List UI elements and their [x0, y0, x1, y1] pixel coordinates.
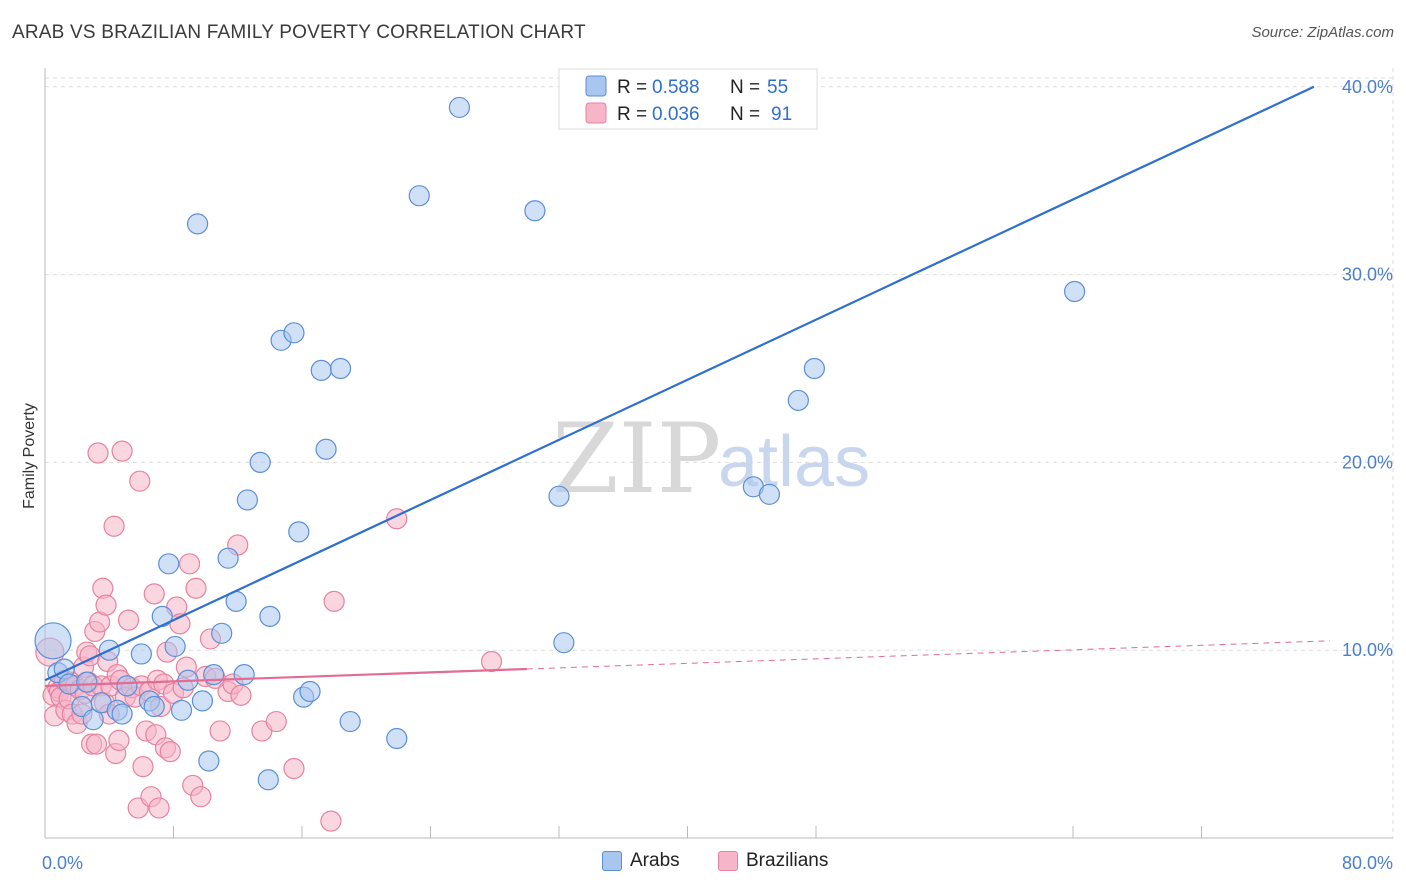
arabs-point [524, 200, 546, 222]
arabs-point [448, 96, 471, 119]
arabs-point [758, 483, 781, 505]
arabs-point [151, 605, 173, 627]
axes [44, 68, 1393, 839]
watermark-zip: ZIP [552, 403, 721, 515]
y-tick-label: 40.0% [1342, 77, 1393, 97]
brazilians-point [265, 710, 287, 733]
arabs-point [283, 322, 305, 344]
brazilians-point [95, 594, 117, 616]
brazilians-swatch [718, 851, 738, 871]
legend-brazilians-swatch [585, 102, 607, 124]
watermark-atlas: atlas [718, 422, 870, 502]
legend-arabs-swatch [585, 75, 607, 97]
arabs-point [548, 485, 570, 507]
arabs-point [111, 703, 133, 725]
legend-brazilians-r-label: R = [617, 104, 647, 125]
arabs-point [310, 359, 332, 381]
brazilians-point [185, 577, 207, 599]
arabs-point [143, 695, 165, 718]
brazilians-point [132, 756, 154, 778]
arabs-point [191, 690, 214, 712]
arabs-point [257, 769, 279, 791]
brazilians-point [159, 741, 181, 763]
arabs-point [203, 664, 225, 686]
y-axis-label: Family Poverty [21, 403, 38, 509]
legend-brazilians-n-label: N = [730, 104, 760, 125]
legend-arabs-n-value: 55 [767, 77, 788, 98]
series-legend-arabs[interactable]: Arabs [602, 850, 680, 872]
brazilians-point [117, 609, 140, 631]
arabs-point [1064, 280, 1086, 303]
brazilians-points [35, 440, 503, 832]
arabs-point [186, 213, 209, 235]
arabs-point [315, 438, 337, 460]
source-label: Source: ZipAtlas.com [1251, 24, 1394, 41]
arabs-point [76, 671, 98, 693]
arabs-point [236, 489, 258, 511]
arabs-point [34, 622, 72, 660]
brazilians-point [283, 757, 305, 780]
brazilians-point [111, 440, 133, 462]
arabs-point [259, 605, 281, 627]
brazilians-trend-line [44, 667, 527, 687]
arabs-point [339, 710, 361, 733]
arabs-point [787, 389, 809, 412]
arabs-point [164, 635, 186, 658]
arabs-point [329, 357, 352, 380]
legend-arabs-r-value: 0.588 [652, 77, 700, 98]
brazilians-point [323, 590, 345, 612]
brazilians-point [148, 797, 170, 819]
y-tick-label: 30.0% [1342, 265, 1393, 285]
brazilians-point [320, 810, 342, 832]
arabs-point [233, 664, 255, 686]
y-tick-label: 20.0% [1342, 452, 1393, 472]
x-tick-label: 0.0% [42, 853, 83, 873]
series-legend: Arabs Brazilians [0, 850, 1406, 880]
trend-lines [44, 85, 1331, 687]
legend-brazilians-r-value: 0.036 [652, 104, 700, 125]
tick-labels: 10.0% 20.0% 30.0% 40.0% 0.0% 80.0% [42, 77, 1393, 873]
brazilians-point [178, 553, 201, 575]
brazilians-point [190, 786, 212, 808]
legend-brazilians-n-value: 91 [771, 104, 792, 125]
chart-title: ARAB VS BRAZILIAN FAMILY POVERTY CORRELA… [12, 22, 586, 43]
brazilians-point [480, 650, 503, 673]
brazilians-trend-extension [526, 640, 1331, 670]
arabs-point [408, 185, 430, 207]
arabs-point [217, 547, 239, 569]
y-tick-label: 10.0% [1342, 640, 1393, 660]
brazilians-point [108, 729, 130, 751]
arabs-point [288, 521, 310, 543]
brazilians-point [209, 720, 231, 742]
brazilians-point [230, 684, 252, 706]
arabs-point [130, 643, 152, 665]
brazilians-point [85, 733, 108, 755]
legend-arabs-n-label: N = [730, 77, 760, 98]
arabs-point [211, 622, 233, 644]
arabs-point [158, 553, 180, 575]
arabs-point [170, 699, 193, 721]
arabs-point [386, 727, 408, 750]
arabs-point [553, 632, 575, 654]
arabs-swatch [602, 851, 622, 871]
arabs-point [299, 680, 321, 703]
brazilians-point [143, 583, 165, 605]
brazilians-point [129, 470, 151, 492]
arabs-trend-line [44, 85, 1315, 682]
correlation-legend: R = 0.588 N = 55 R = 0.036 N = 91 [558, 68, 818, 130]
arabs-point [116, 675, 138, 697]
series-legend-brazilians[interactable]: Brazilians [718, 850, 828, 872]
brazilians-point [103, 515, 125, 537]
brazilians-legend-label: Brazilians [746, 850, 829, 871]
arabs-legend-label: Arabs [630, 850, 680, 871]
arabs-point [803, 357, 825, 380]
x-tick-label: 80.0% [1342, 853, 1393, 873]
brazilians-point [87, 442, 109, 464]
arabs-point [249, 451, 271, 473]
arabs-point [198, 750, 220, 772]
legend-arabs-r-label: R = [617, 77, 647, 98]
watermark: ZIP atlas [552, 403, 870, 515]
